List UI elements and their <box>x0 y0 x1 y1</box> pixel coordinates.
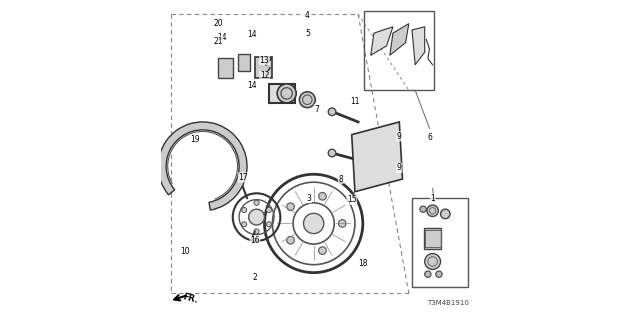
Text: 9: 9 <box>397 132 402 141</box>
Text: 17: 17 <box>239 173 248 182</box>
Circle shape <box>319 247 326 254</box>
Circle shape <box>277 84 296 103</box>
Circle shape <box>328 108 336 116</box>
Polygon shape <box>390 24 409 55</box>
Text: 8: 8 <box>339 174 343 184</box>
Circle shape <box>287 236 294 244</box>
Circle shape <box>242 222 247 227</box>
Text: 1: 1 <box>430 194 435 203</box>
Text: 20: 20 <box>213 19 223 28</box>
Circle shape <box>287 203 294 211</box>
Polygon shape <box>371 27 393 55</box>
Circle shape <box>328 149 336 157</box>
Text: 21: 21 <box>213 36 223 45</box>
Text: 15: 15 <box>347 195 356 204</box>
Bar <box>255 57 273 77</box>
Polygon shape <box>412 27 425 65</box>
Text: FR.: FR. <box>182 292 199 305</box>
Circle shape <box>303 213 324 234</box>
Circle shape <box>266 207 271 212</box>
Circle shape <box>339 220 346 227</box>
Text: 11: 11 <box>350 97 360 106</box>
Text: 7: 7 <box>314 105 319 114</box>
Text: 9: 9 <box>397 164 402 172</box>
Circle shape <box>266 222 271 227</box>
Text: 6: 6 <box>427 133 432 142</box>
Circle shape <box>425 271 431 277</box>
Circle shape <box>425 253 440 269</box>
Circle shape <box>319 193 326 200</box>
Text: 4: 4 <box>305 11 310 20</box>
Circle shape <box>359 139 367 146</box>
Circle shape <box>420 206 426 212</box>
Text: 19: 19 <box>190 135 200 144</box>
Bar <box>364 11 434 90</box>
Text: T3M4B1910: T3M4B1910 <box>428 300 469 306</box>
Circle shape <box>248 209 264 225</box>
Text: 13: 13 <box>260 56 269 65</box>
Circle shape <box>254 229 259 234</box>
Text: 16: 16 <box>250 236 260 245</box>
Polygon shape <box>352 122 403 192</box>
Bar <box>218 59 233 77</box>
Bar <box>237 54 250 71</box>
Text: 18: 18 <box>358 259 367 268</box>
Circle shape <box>440 209 450 219</box>
Bar <box>269 84 294 103</box>
Text: 12: 12 <box>260 71 269 80</box>
Wedge shape <box>158 122 247 210</box>
Circle shape <box>300 92 316 108</box>
Text: 2: 2 <box>253 273 257 282</box>
Circle shape <box>359 171 367 178</box>
Bar <box>412 198 467 287</box>
Circle shape <box>242 207 247 212</box>
Circle shape <box>254 200 259 205</box>
Text: 5: 5 <box>305 28 310 38</box>
Text: 14: 14 <box>217 33 227 42</box>
Text: 3: 3 <box>307 194 311 203</box>
Text: 14: 14 <box>247 30 257 39</box>
Circle shape <box>427 205 438 216</box>
Bar <box>425 230 440 247</box>
Text: 10: 10 <box>180 247 190 257</box>
Text: 14: 14 <box>247 81 257 90</box>
Circle shape <box>436 271 442 277</box>
Bar <box>424 228 442 249</box>
